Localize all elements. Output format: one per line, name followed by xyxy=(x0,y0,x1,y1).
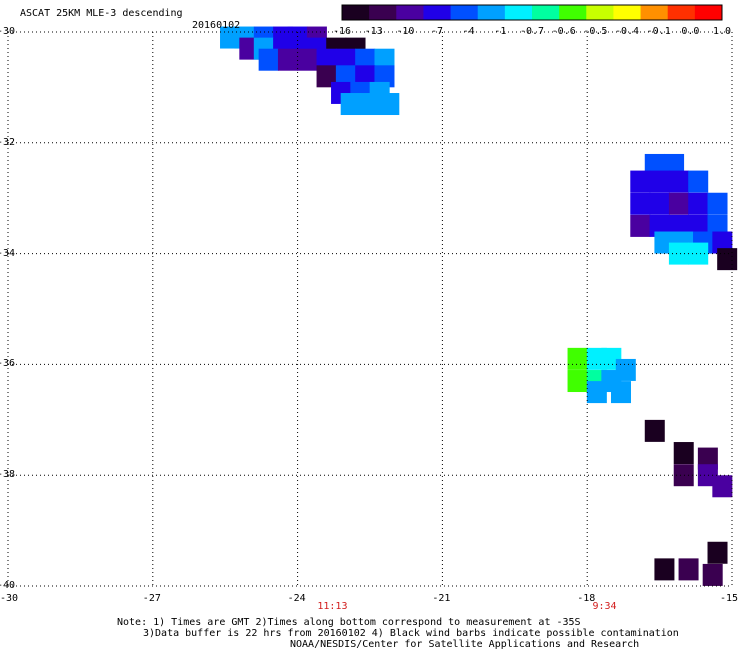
colorbar-swatch xyxy=(559,5,587,20)
data-cell xyxy=(258,48,279,71)
data-cell xyxy=(630,192,651,215)
y-tick-label: -36 xyxy=(0,358,16,370)
colorbar-label: -0.4 xyxy=(615,26,640,37)
y-tick-label: -30 xyxy=(0,26,16,37)
colorbar-label: -7 xyxy=(431,26,444,37)
colorbar-border xyxy=(341,4,723,21)
y-tick-label: -38 xyxy=(0,469,16,481)
data-cell xyxy=(610,381,631,404)
data-cell xyxy=(374,48,395,71)
chart-title: ASCAT 25KM MLE-3 descending xyxy=(20,8,183,19)
colorbar-label: -16 xyxy=(333,26,352,37)
data-cell xyxy=(630,214,651,237)
colorbar-label: 1.0 xyxy=(713,26,732,37)
data-cell xyxy=(335,48,356,71)
colorbar-swatch xyxy=(613,5,642,20)
x-tick-label: -24 xyxy=(287,593,306,604)
data-cell xyxy=(678,558,699,581)
colorbar-swatch xyxy=(369,5,397,20)
grid-lines xyxy=(7,31,733,587)
data-cell xyxy=(712,231,733,254)
colorbar-label: -0.7 xyxy=(520,26,545,37)
colorbar-swatch xyxy=(396,5,424,20)
colorbar-swatch xyxy=(504,5,533,20)
data-cell xyxy=(668,170,689,193)
data-cell xyxy=(567,370,588,393)
date-label: 20160102 xyxy=(192,20,241,31)
data-cell xyxy=(707,541,728,564)
data-cell xyxy=(673,464,694,487)
data-cell xyxy=(649,192,670,215)
data-cell xyxy=(702,563,723,586)
data-cell xyxy=(316,65,337,88)
data-cell xyxy=(630,170,651,193)
data-cell xyxy=(586,381,607,404)
colorbar-label: -0.1 xyxy=(646,26,671,37)
data-cell xyxy=(673,442,694,465)
data-cell xyxy=(567,347,588,370)
data-cell xyxy=(355,65,376,88)
colorbar-label: -4 xyxy=(462,26,475,37)
data-cell xyxy=(707,214,728,237)
data-cell xyxy=(649,214,670,237)
data-cell xyxy=(688,192,709,215)
colorbar-swatch xyxy=(586,5,614,20)
data-cell xyxy=(712,475,733,498)
note-line-3: NOAA/NESDIS/Center for Satellite Applica… xyxy=(290,639,640,650)
data-cell xyxy=(707,192,728,215)
colorbar-swatch xyxy=(342,5,370,20)
colorbar-swatch xyxy=(423,5,452,20)
data-cell xyxy=(360,93,380,116)
y-tick-label: -34 xyxy=(0,247,16,259)
time-label: 9:34 xyxy=(592,601,617,612)
data-cell xyxy=(649,170,670,193)
data-cell xyxy=(644,153,665,176)
colorbar-label: -13 xyxy=(364,26,383,37)
data-cell xyxy=(654,558,675,581)
colorbar-swatch xyxy=(532,5,560,20)
data-cell xyxy=(668,192,689,215)
colorbar-label: -0.6 xyxy=(551,26,576,37)
data-cell xyxy=(277,48,298,71)
data-cell xyxy=(664,153,685,176)
x-tick-label: -15 xyxy=(720,593,739,604)
data-cells xyxy=(220,26,738,586)
data-cell xyxy=(697,447,718,470)
data-cell xyxy=(717,248,738,271)
x-tick-label: -30 xyxy=(0,593,19,604)
colorbar-swatch xyxy=(694,5,723,20)
data-cell xyxy=(688,214,709,237)
colorbar-label: -10 xyxy=(396,26,415,37)
data-cell xyxy=(335,65,356,88)
data-cell xyxy=(668,214,689,237)
colorbar-swatch xyxy=(640,5,669,20)
colorbar-swatch xyxy=(667,5,696,20)
colorbar-swatch xyxy=(477,5,506,20)
data-cell xyxy=(644,419,665,442)
data-cell xyxy=(379,93,400,116)
data-cell xyxy=(688,170,709,193)
data-cell xyxy=(316,48,337,71)
colorbar-label: -1 xyxy=(494,26,507,37)
y-tick-label: -40 xyxy=(0,580,16,591)
note-line-2: 3)Data buffer is 22 hrs from 20160102 4)… xyxy=(143,628,679,639)
data-cell xyxy=(340,93,361,116)
time-label: 11:13 xyxy=(317,601,348,612)
data-cell xyxy=(668,242,689,265)
x-tick-label: -21 xyxy=(432,593,451,604)
note-line-1: Note: 1) Times are GMT 2)Times along bot… xyxy=(117,617,581,628)
colorbar-swatch xyxy=(450,5,479,20)
data-cell xyxy=(688,242,709,265)
colorbar-label: -0.5 xyxy=(583,26,608,37)
colorbar xyxy=(341,4,723,21)
x-tick-label: -18 xyxy=(577,593,596,604)
data-cell xyxy=(374,65,395,88)
y-tick-label: -32 xyxy=(0,136,16,148)
x-tick-label: -27 xyxy=(142,593,161,604)
data-cell xyxy=(355,48,376,71)
colorbar-label: 0.0 xyxy=(681,26,700,37)
data-cell xyxy=(297,48,318,71)
